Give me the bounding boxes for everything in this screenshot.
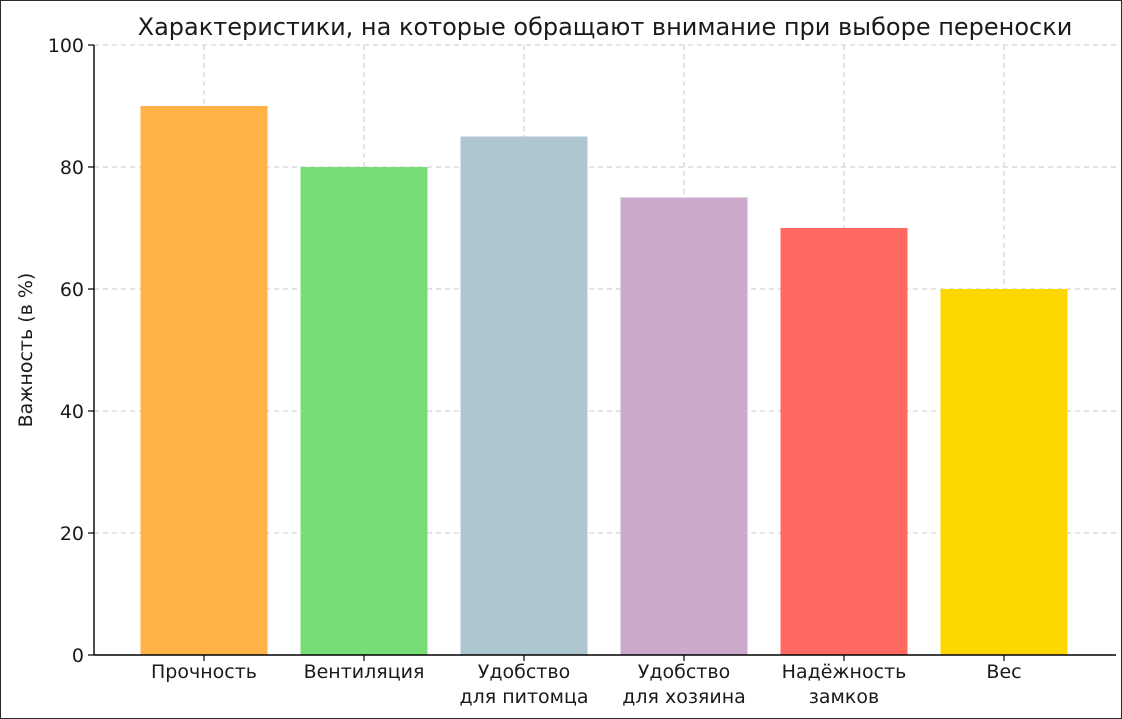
bar: [460, 136, 588, 655]
y-tick-label: 80: [60, 157, 84, 179]
x-tick-label: Вентиляция: [304, 661, 425, 683]
bar: [140, 106, 268, 655]
x-tick-label: Надёжность: [782, 661, 907, 683]
y-tick-label: 60: [60, 279, 84, 301]
bar: [780, 228, 908, 655]
bar: [940, 289, 1068, 655]
x-tick-label: Удобство: [478, 661, 570, 683]
x-tick-label: для питомца: [459, 686, 588, 708]
bar: [300, 167, 428, 655]
x-tick-label: для хозяина: [622, 686, 746, 708]
chart-title: Характеристики, на которые обращают вним…: [138, 13, 1073, 41]
y-tick-label: 40: [60, 401, 84, 423]
x-tick-label: Прочность: [151, 661, 257, 683]
x-tick-label: Удобство: [638, 661, 730, 683]
y-tick-label: 100: [48, 35, 84, 57]
y-axis-label: Важность (в %): [15, 273, 37, 428]
labels-layer: 0 20 40 60 80 100 Прочность Вентиляция Удобство д…: [48, 35, 1022, 708]
y-tick-label: 20: [60, 523, 84, 545]
bar: [620, 197, 748, 655]
axes-layer: [88, 44, 1116, 661]
bars-layer: [140, 106, 1068, 655]
x-tick-label: замков: [809, 686, 879, 708]
y-tick-label: 0: [72, 645, 84, 667]
x-tick-label: Вес: [986, 661, 1021, 683]
